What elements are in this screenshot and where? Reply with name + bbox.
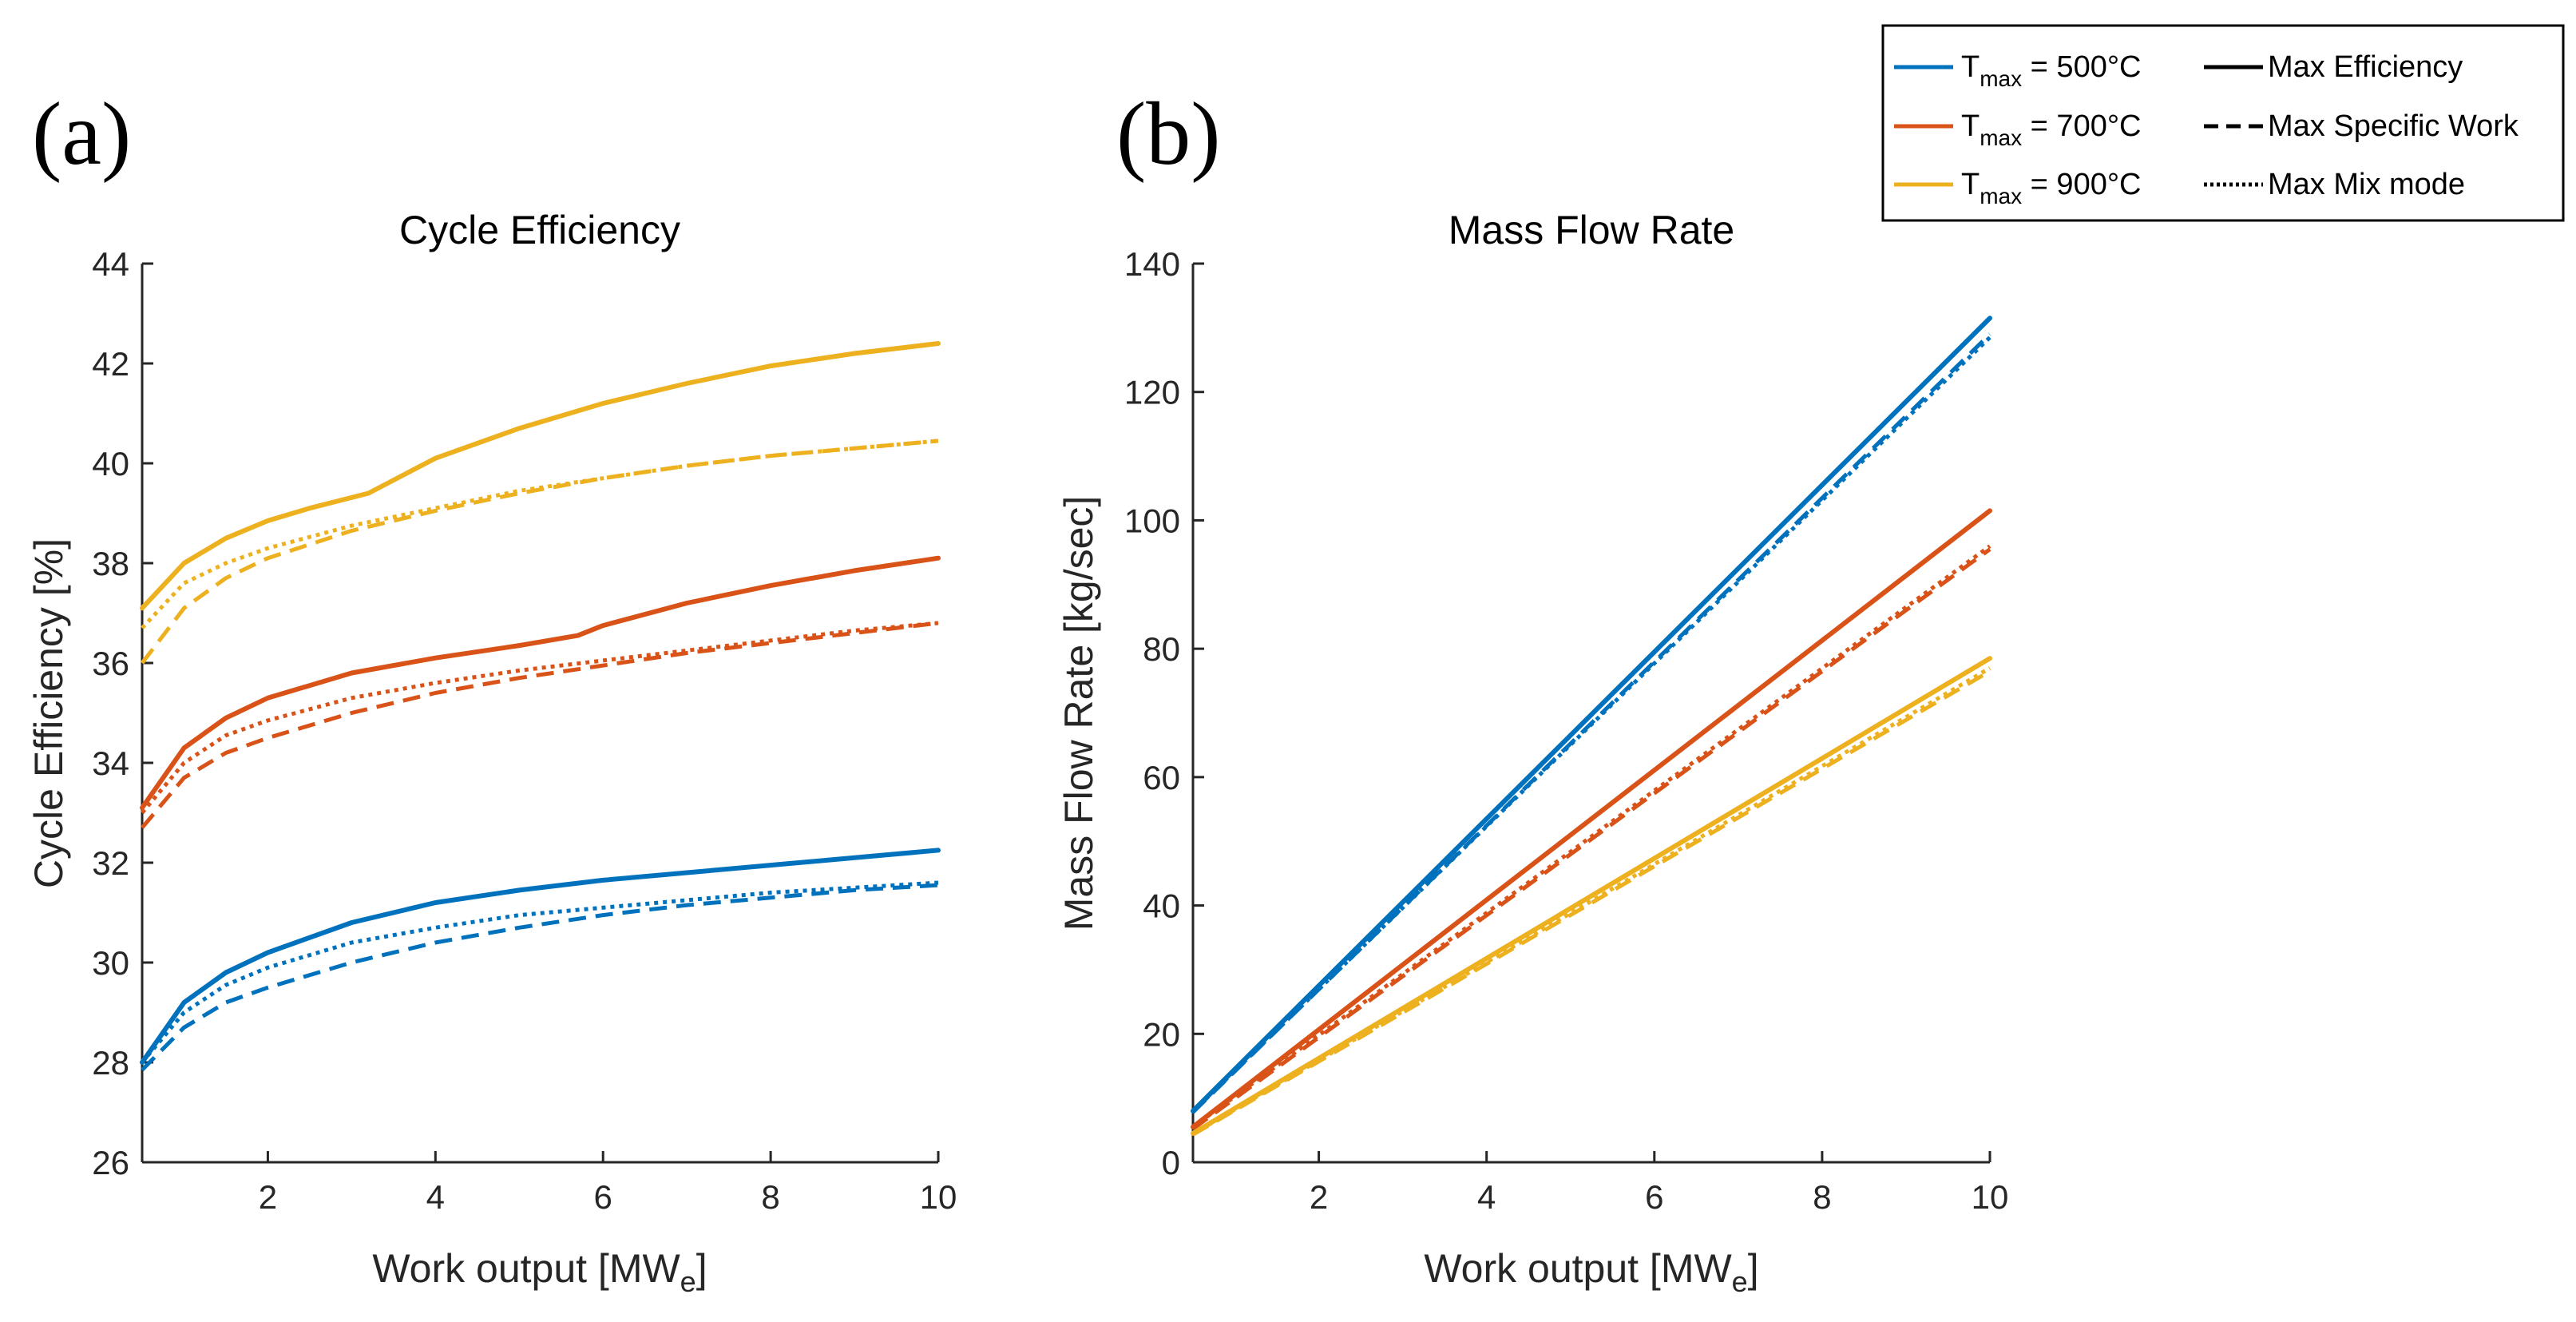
panel-a-xlabel-sub: e — [680, 1265, 696, 1298]
y-tick-label: 120 — [1124, 374, 1180, 411]
legend-entry-max-efficiency: Max Efficiency — [2204, 50, 2463, 84]
x-tick-label: 4 — [1477, 1178, 1496, 1216]
y-tick-label: 40 — [92, 445, 129, 482]
legend-label-t900: Tmax = 900°C — [1961, 168, 2141, 208]
legend-entry-max-mix-mode: Max Mix mode — [2204, 168, 2465, 201]
x-tick-label: 6 — [1645, 1178, 1663, 1216]
series-line-t500-solid — [140, 848, 941, 1065]
series-line-t900-solid — [140, 341, 941, 611]
x-tick-label: 2 — [259, 1178, 277, 1216]
legend-label-t500: Tmax = 500°C — [1961, 50, 2141, 91]
panel-b-ylabel: Mass Flow Rate [kg/sec] — [1056, 496, 1101, 931]
series-line-t700-dotted — [141, 621, 939, 815]
panel-b-title: Mass Flow Rate — [1449, 208, 1734, 252]
y-tick-label: 0 — [1162, 1144, 1180, 1181]
panel-a-xlabel: Work output [MWe] — [372, 1246, 707, 1298]
x-tick-label: 2 — [1310, 1178, 1328, 1216]
y-tick-label: 20 — [1143, 1015, 1180, 1053]
series-line-t500-dotted — [141, 880, 939, 1064]
y-tick-label: 26 — [92, 1144, 129, 1181]
series-line-t900-solid — [1191, 656, 1992, 1136]
panel-a-label: (a) — [32, 85, 131, 184]
legend-entry-t700: Tmax = 700°C — [1894, 109, 2141, 150]
panel-b-label: (b) — [1116, 85, 1221, 184]
y-tick-label: 38 — [92, 545, 129, 582]
legend: Tmax = 500°C Tmax = 700°C Tmax = 900°C M… — [1881, 24, 2565, 222]
x-tick-label: 8 — [761, 1178, 779, 1216]
panel-a-ylabel: Cycle Efficiency [%] — [26, 538, 71, 888]
legend-label-max-mix-mode: Max Mix mode — [2268, 168, 2465, 201]
x-tick-label: 8 — [1813, 1178, 1831, 1216]
x-tick-label: 6 — [594, 1178, 612, 1216]
y-tick-label: 42 — [92, 345, 129, 383]
y-tick-label: 32 — [92, 844, 129, 882]
panel-b: (b) Mass Flow Rate 0 20 40 60 80 100 120 140 2 4 6… — [1056, 85, 2008, 1298]
x-tick-label: 4 — [426, 1178, 445, 1216]
y-tick-label: 100 — [1124, 502, 1180, 539]
y-tick-label: 44 — [92, 245, 129, 283]
series-line-t900-dashed — [141, 439, 939, 665]
y-tick-label: 80 — [1143, 630, 1180, 668]
y-tick-label: 40 — [1143, 887, 1180, 925]
series-line-t900-dashed — [1191, 669, 1991, 1137]
y-tick-label: 30 — [92, 944, 129, 982]
plot-area-a: 26 28 30 32 34 36 38 40 42 44 2 4 6 8 10 — [92, 245, 957, 1216]
series-line-t700-solid — [1191, 508, 1992, 1129]
legend-label-max-efficiency: Max Efficiency — [2268, 50, 2463, 84]
legend-entry-t500: Tmax = 500°C — [1894, 50, 2141, 91]
x-tick-label: 10 — [1972, 1178, 2009, 1216]
panel-a: (a) Cycle Efficiency 2628303234363840424… — [26, 85, 957, 1298]
legend-entry-max-specific-work: Max Specific Work — [2204, 109, 2519, 143]
legend-entry-t900: Tmax = 900°C — [1894, 168, 2141, 208]
series-line-t700-dashed — [141, 621, 939, 829]
series-line-t700-dashed — [1191, 547, 1991, 1131]
y-tick-label: 140 — [1124, 245, 1180, 283]
series-line-t500-solid — [1191, 316, 1992, 1114]
series-line-t500-dotted — [1191, 335, 1991, 1114]
series-line-t700-solid — [140, 555, 941, 811]
series-line-t500-dashed — [141, 883, 939, 1072]
legend-label-t700: Tmax = 700°C — [1961, 109, 2141, 150]
x-tick-label: 10 — [920, 1178, 957, 1216]
y-tick-label: 60 — [1143, 759, 1180, 796]
y-tick-label: 28 — [92, 1044, 129, 1082]
y-tick-label: 34 — [92, 744, 129, 782]
series-line-t900-dotted — [141, 439, 939, 629]
series-line-t700-dotted — [1191, 544, 1991, 1129]
panel-b-xlabel: Work output [MWe] — [1424, 1246, 1758, 1298]
panel-b-xlabel-sub: e — [1732, 1265, 1748, 1298]
plot-area-b: 0 20 40 60 80 100 120 140 2 4 6 8 10 — [1124, 245, 2008, 1216]
panel-a-title: Cycle Efficiency — [399, 208, 680, 252]
y-tick-label: 36 — [92, 645, 129, 682]
legend-box — [1881, 24, 2565, 222]
legend-label-max-specific-work: Max Specific Work — [2268, 109, 2519, 143]
